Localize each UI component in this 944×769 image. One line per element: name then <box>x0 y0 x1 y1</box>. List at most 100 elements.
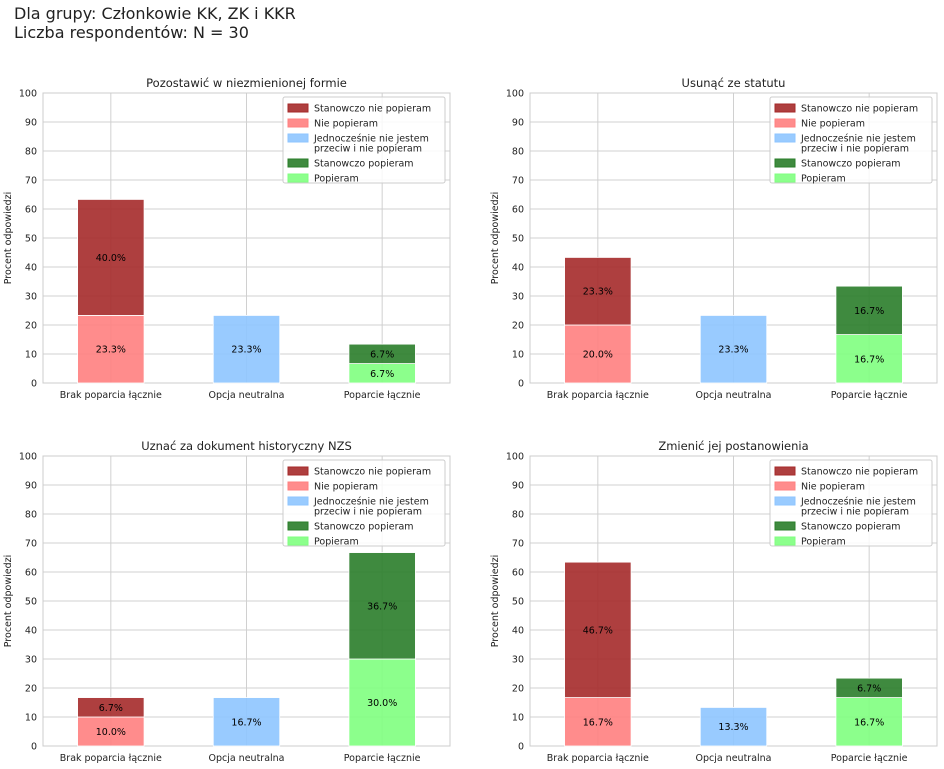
figure-header: Dla grupy: Członkowie KK, ZK i KKR Liczb… <box>14 4 296 42</box>
y-tick-label: 80 <box>25 147 37 158</box>
legend-swatch <box>774 158 796 168</box>
legend-box <box>282 459 446 547</box>
y-tick-label: 90 <box>25 118 37 129</box>
legend-swatch <box>287 496 309 506</box>
y-axis-label: Procent odpowiedzi <box>490 555 501 648</box>
legend-swatch <box>287 158 309 168</box>
y-tick-label: 10 <box>512 713 524 724</box>
data-label: 16.7% <box>583 717 613 728</box>
chart-title: Usunąć ze statutu <box>682 76 786 90</box>
legend-swatch <box>774 496 796 506</box>
legend-box <box>769 96 933 184</box>
x-tick-label: Poparcie łącznie <box>344 390 421 401</box>
legend-swatch <box>287 173 309 183</box>
data-label: 23.3% <box>231 345 261 356</box>
y-tick-label: 70 <box>25 539 37 550</box>
legend-label: Stanowczo popieram <box>801 159 901 170</box>
y-tick-label: 100 <box>506 452 524 463</box>
legend-swatch <box>287 103 309 113</box>
legend-label: Popieram <box>314 537 359 548</box>
y-tick-label: 10 <box>512 350 524 361</box>
data-label: 6.7% <box>370 349 394 360</box>
legend-swatch <box>774 481 796 491</box>
y-tick-label: 100 <box>19 89 37 100</box>
legend-label: Popieram <box>314 174 359 185</box>
bar-segment <box>348 552 416 660</box>
data-label: 23.3% <box>96 345 126 356</box>
y-tick-label: 60 <box>512 568 524 579</box>
legend-swatch <box>774 521 796 531</box>
y-tick-label: 60 <box>25 205 37 216</box>
legend-swatch <box>287 466 309 476</box>
legend-label: Nie popieram <box>801 482 865 493</box>
legend: Stanowczo nie popieram Nie popieram Jednoc… <box>769 459 933 548</box>
y-tick-label: 40 <box>512 263 524 274</box>
y-tick-label: 20 <box>512 684 524 695</box>
chart-panel-1: 0 10 20 30 40 50 60 70 80 90 100 23.3% 40.0% Brak pop… <box>3 76 451 401</box>
y-tick-label: 30 <box>512 292 524 303</box>
legend-box <box>282 96 446 184</box>
legend-swatch <box>774 133 796 143</box>
legend-swatch <box>287 521 309 531</box>
legend: Stanowczo nie popieram Nie popieram Jednoc… <box>769 96 933 185</box>
legend-label: przeciw i nie popieram <box>314 144 422 155</box>
data-label: 16.7% <box>854 717 884 728</box>
x-tick-label: Brak poparcia łącznie <box>60 753 162 764</box>
legend-swatch <box>287 481 309 491</box>
y-axis-label: Procent odpowiedzi <box>490 192 501 285</box>
legend-swatch <box>774 103 796 113</box>
y-tick-label: 90 <box>25 481 37 492</box>
legend: Stanowczo nie popieram Nie popieram Jednoc… <box>282 96 446 185</box>
data-label: 20.0% <box>583 350 613 361</box>
legend: Stanowczo nie popieram Nie popieram Jednoc… <box>282 459 446 548</box>
y-tick-label: 50 <box>25 234 37 245</box>
chart-panel-4: 0 10 20 30 40 50 60 70 80 90 100 16.7% 46.7% Brak pop… <box>490 439 938 764</box>
y-tick-label: 10 <box>25 350 37 361</box>
bar-segment <box>348 343 416 364</box>
legend-label: Stanowczo popieram <box>314 159 414 170</box>
y-tick-label: 90 <box>512 481 524 492</box>
data-label: 23.3% <box>583 287 613 298</box>
legend-label: Jednocześnie nie jestem <box>800 134 916 145</box>
y-tick-label: 0 <box>31 742 37 753</box>
legend-label: przeciw i nie popieram <box>801 144 909 155</box>
data-label: 46.7% <box>583 625 613 636</box>
y-tick-label: 80 <box>512 147 524 158</box>
bar-segment <box>835 697 903 747</box>
legend-label: Jednocześnie nie jestem <box>313 497 429 508</box>
respondents-count: Liczba respondentów: N = 30 <box>14 23 249 42</box>
x-tick-label: Opcja neutralna <box>208 753 284 764</box>
y-tick-label: 40 <box>25 626 37 637</box>
bar-segment <box>348 658 416 747</box>
bar-segment <box>212 315 281 384</box>
data-label: 6.7% <box>99 703 123 714</box>
legend-label: Popieram <box>801 174 846 185</box>
legend-label: Stanowczo popieram <box>314 522 414 533</box>
data-label: 23.3% <box>718 345 748 356</box>
legend-swatch <box>774 173 796 183</box>
y-tick-label: 100 <box>506 89 524 100</box>
data-label: 16.7% <box>854 306 884 317</box>
data-label: 30.0% <box>367 698 397 709</box>
legend-label: Stanowczo nie popieram <box>801 467 918 478</box>
chart-title: Zmienić jej postanowienia <box>658 439 808 453</box>
bar-segment <box>564 257 632 326</box>
legend-label: Jednocześnie nie jestem <box>800 497 916 508</box>
data-label: 6.7% <box>857 683 881 694</box>
legend-swatch <box>287 133 309 143</box>
y-tick-label: 60 <box>512 205 524 216</box>
data-label: 13.3% <box>718 722 748 733</box>
bar-segment <box>835 285 903 335</box>
x-tick-label: Poparcie łącznie <box>831 753 908 764</box>
legend-label: Stanowczo nie popieram <box>314 467 431 478</box>
y-tick-label: 30 <box>25 292 37 303</box>
y-tick-label: 70 <box>25 176 37 187</box>
data-label: 6.7% <box>370 369 394 380</box>
y-tick-label: 90 <box>512 118 524 129</box>
legend-swatch <box>774 466 796 476</box>
chart-title: Pozostawić w niezmienionej formie <box>146 76 347 90</box>
legend-label: Jednocześnie nie jestem <box>313 134 429 145</box>
data-label: 40.0% <box>96 253 126 264</box>
y-tick-label: 0 <box>31 379 37 390</box>
